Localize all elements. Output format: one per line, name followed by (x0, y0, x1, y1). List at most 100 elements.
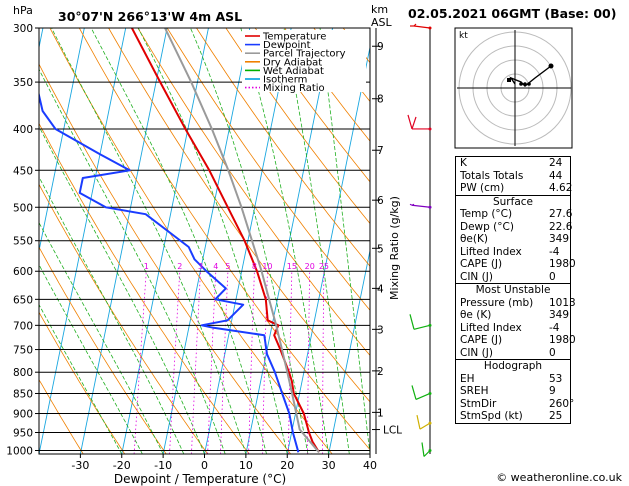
hodograph-point (523, 82, 527, 86)
surface-value: 27.6 (549, 208, 573, 220)
mixing-ratio-line (207, 271, 217, 454)
hodograph-index-row: StmSpd (kt) 25 (456, 410, 570, 423)
hodograph-index-value: 25 (549, 410, 563, 422)
indices-table: K 24 Totals Totals 44 PW (cm) 4.62 Surface Te… (455, 156, 576, 424)
wet-adiabat-line (240, 28, 329, 454)
dry-adiabat-line (39, 122, 250, 454)
pressure-tick-label: 350 (13, 77, 33, 89)
hodograph-end-dot (548, 63, 554, 69)
wet-adiabat-line (39, 68, 226, 454)
hodograph-index-value: 9 (549, 385, 556, 397)
legend-label: Temperature (262, 32, 326, 43)
most-unstable-key: Pressure (mb) (460, 296, 534, 309)
index-value: 44 (549, 169, 563, 182)
wet-adiabat-line (51, 28, 247, 454)
most-unstable-value: 349 (549, 309, 570, 321)
legend-label: Mixing Ratio (263, 83, 325, 94)
pressure-tick-label: 900 (13, 409, 33, 421)
wet-adiabat-line (137, 28, 288, 454)
mixing-ratio-label: 5 (225, 262, 230, 271)
wind-barb (409, 203, 432, 209)
most-unstable-row: CIN (J) 0 (456, 347, 570, 360)
wind-barb-staff (411, 204, 431, 208)
wind-barb-flag (409, 203, 413, 206)
most-unstable-header: Most Unstable (475, 284, 551, 296)
surface-row: Dewp (°C) 22.6 (456, 220, 573, 234)
wind-barb (407, 114, 432, 131)
hodograph-index-row: EH 53 (456, 373, 570, 386)
wet-adiabat-line (39, 303, 123, 454)
km-tick-label: 6 (377, 195, 384, 207)
mixing-ratio-line (191, 271, 201, 454)
temperature-tick-label: 30 (322, 459, 336, 472)
surface-value: 22.6 (549, 220, 573, 233)
pressure-tick-label: 650 (13, 294, 33, 306)
index-row: K 24 (456, 157, 570, 170)
km-tick-label: 2 (377, 366, 384, 378)
dry-adiabat-line (39, 246, 167, 454)
wet-adiabat-line (39, 263, 143, 454)
km-tick-label: 1 (377, 407, 384, 419)
pressure-tick-label: 750 (13, 345, 33, 357)
pressure-tick-label: 450 (13, 165, 33, 177)
hodograph-index-key: EH (460, 372, 475, 385)
mixing-ratio-line (169, 271, 181, 454)
location-title: 30°07'N 266°13'W 4m ASL (58, 9, 242, 24)
legend-label: Wet Adiabat (263, 66, 324, 77)
pressure-tick-label: 500 (13, 202, 33, 214)
wind-barb-dot (428, 421, 432, 425)
km-tick-label: 5 (377, 243, 384, 255)
legend-box (242, 30, 366, 92)
hodograph-index-key: SREH (460, 385, 489, 397)
most-unstable-row: Pressure (mb) 1013 (456, 296, 576, 310)
wind-barb (410, 23, 432, 30)
dry-adiabat-line (225, 28, 370, 225)
hodograph-point (527, 82, 531, 86)
temperature-tick-label: 10 (239, 459, 253, 472)
wind-barb-dot (428, 205, 432, 209)
mixing-ratio-line (322, 271, 325, 454)
mixing-ratio-line (288, 271, 293, 454)
surface-value: 349 (549, 233, 570, 245)
most-unstable-key: Lifted Index (460, 321, 522, 334)
surface-key: CIN (J) (460, 270, 493, 283)
mixing-ratio-label: 3 (198, 262, 203, 271)
legend-label: Isotherm (263, 75, 307, 86)
pressure-tick-label: 550 (13, 236, 33, 248)
temperature-line (131, 28, 320, 453)
most-unstable-value: 0 (549, 346, 556, 359)
wind-barb-staff (413, 25, 431, 29)
surface-row: Temp (°C) 27.6 (456, 208, 573, 221)
lcl-label: LCL (383, 425, 402, 437)
hodograph-trace (509, 65, 552, 87)
wet-adiabat-line (39, 176, 185, 454)
mixing-ratio-label: 2 (177, 262, 182, 271)
temperature-tick-label: 40 (363, 459, 377, 472)
wind-barb (416, 415, 432, 430)
km-tick-label: 3 (377, 324, 384, 336)
hodograph-storm-marker (507, 78, 511, 82)
pressure-tick-label: 950 (13, 428, 33, 440)
surface-key: Lifted Index (460, 245, 522, 258)
wind-barb-dot (428, 26, 432, 30)
hodograph: kt (454, 27, 573, 149)
dry-adiabat-line (578, 28, 629, 454)
x-axis-title: Dewpoint / Temperature (°C) (114, 472, 286, 486)
surface-key: θe(K) (460, 233, 488, 245)
most-unstable-key: CIN (J) (460, 346, 493, 359)
index-key: Totals Totals (460, 169, 524, 182)
mixing-ratio-line (220, 271, 229, 454)
hodograph-index-value: 53 (549, 372, 563, 385)
hodograph-index-value: 260° (549, 397, 575, 410)
surface-header: Surface (492, 195, 533, 208)
wind-barb (421, 442, 432, 457)
temperature-tick-label: -30 (71, 459, 89, 472)
index-row: Totals Totals 44 (456, 170, 570, 183)
wet-adiabat-line (190, 28, 309, 454)
dry-adiabat-line (39, 311, 126, 454)
hpa-label: hPa (13, 4, 33, 17)
wind-barb-dot (428, 127, 432, 131)
parcel-trajectory-line (164, 28, 320, 453)
